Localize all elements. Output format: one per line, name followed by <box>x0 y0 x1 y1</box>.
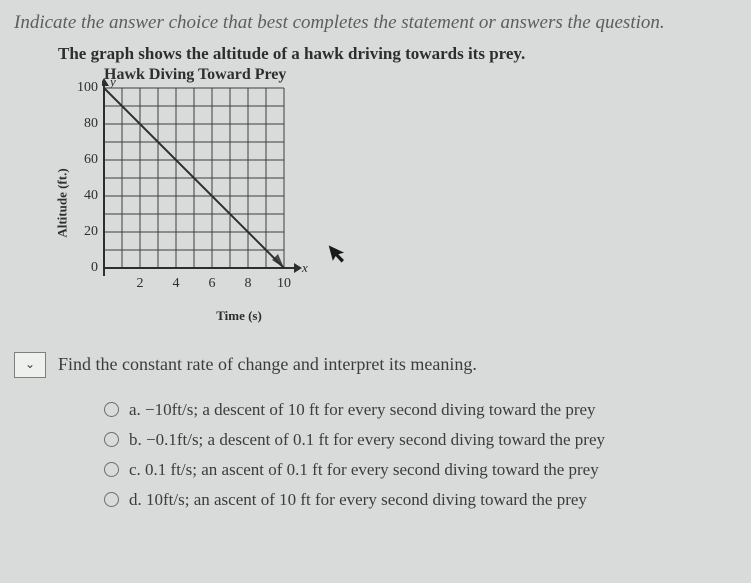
xtick-4: 4 <box>166 276 186 292</box>
ytick-100: 100 <box>68 80 98 96</box>
ytick-0: 0 <box>68 260 98 276</box>
xtick-10: 10 <box>274 276 294 292</box>
choice-b[interactable]: b. −0.1ft/s; a descent of 0.1 ft for eve… <box>104 430 737 450</box>
choice-d-label: d. 10ft/s; an ascent of 10 ft for every … <box>129 490 587 510</box>
choice-a-label: a. −10ft/s; a descent of 10 ft for every… <box>129 400 596 420</box>
ytick-80: 80 <box>68 116 98 132</box>
choice-c-label: c. 0.1 ft/s; an ascent of 0.1 ft for eve… <box>129 460 599 480</box>
answer-dropdown[interactable]: ⌄ <box>14 352 46 378</box>
choice-b-label: b. −0.1ft/s; a descent of 0.1 ft for eve… <box>129 430 605 450</box>
chart-svg <box>102 78 342 278</box>
radio-d[interactable] <box>104 492 119 507</box>
radio-c[interactable] <box>104 462 119 477</box>
chart-container: Altitude (ft.) 100 80 60 40 20 0 2 4 6 8… <box>74 88 374 318</box>
instructions-text: Indicate the answer choice that best com… <box>14 10 737 36</box>
ytick-20: 20 <box>68 224 98 240</box>
graph-caption: The graph shows the altitude of a hawk d… <box>58 44 737 64</box>
xtick-2: 2 <box>130 276 150 292</box>
radio-a[interactable] <box>104 402 119 417</box>
question-text: Find the constant rate of change and int… <box>58 354 477 375</box>
choices-list: a. −10ft/s; a descent of 10 ft for every… <box>104 400 737 510</box>
xtick-6: 6 <box>202 276 222 292</box>
chevron-down-icon: ⌄ <box>25 357 35 372</box>
choice-c[interactable]: c. 0.1 ft/s; an ascent of 0.1 ft for eve… <box>104 460 737 480</box>
question-row: ⌄ Find the constant rate of change and i… <box>14 352 737 378</box>
radio-b[interactable] <box>104 432 119 447</box>
choice-d[interactable]: d. 10ft/s; an ascent of 10 ft for every … <box>104 490 737 510</box>
ytick-40: 40 <box>68 188 98 204</box>
x-axis-label: Time (s) <box>104 308 374 324</box>
xtick-8: 8 <box>238 276 258 292</box>
ytick-60: 60 <box>68 152 98 168</box>
choice-a[interactable]: a. −10ft/s; a descent of 10 ft for every… <box>104 400 737 420</box>
